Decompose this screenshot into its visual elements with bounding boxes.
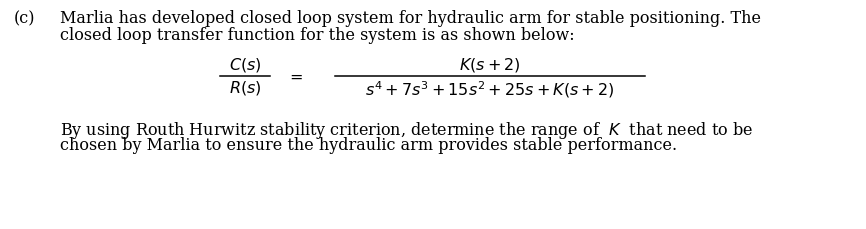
Text: By using Routh Hurwitz stability criterion, determine the range of  $K$  that ne: By using Routh Hurwitz stability criteri… (60, 120, 753, 140)
Text: $=$: $=$ (286, 67, 303, 84)
Text: $K(s+2)$: $K(s+2)$ (459, 56, 520, 74)
Text: Marlia has developed closed loop system for hydraulic arm for stable positioning: Marlia has developed closed loop system … (60, 10, 761, 27)
Text: (c): (c) (14, 10, 36, 27)
Text: $s^4+7s^3+15s^2+25s+K(s+2)$: $s^4+7s^3+15s^2+25s+K(s+2)$ (365, 79, 615, 99)
Text: chosen by Marlia to ensure the hydraulic arm provides stable performance.: chosen by Marlia to ensure the hydraulic… (60, 136, 677, 153)
Text: $R(s)$: $R(s)$ (229, 79, 262, 97)
Text: closed loop transfer function for the system is as shown below:: closed loop transfer function for the sy… (60, 27, 575, 44)
Text: $C(s)$: $C(s)$ (229, 56, 262, 74)
